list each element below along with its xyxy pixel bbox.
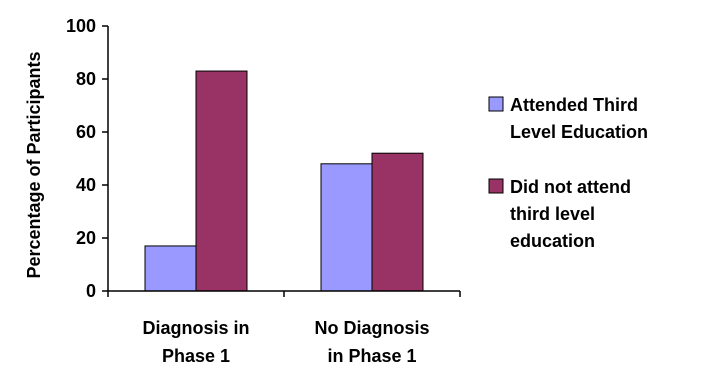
x-category-label: in Phase 1 <box>327 346 416 366</box>
x-category-label: Phase 1 <box>162 346 230 366</box>
y-tick-label: 60 <box>76 122 96 142</box>
y-tick-label: 0 <box>86 281 96 301</box>
y-tick-label: 100 <box>66 16 96 36</box>
legend-swatch-1 <box>488 178 504 194</box>
legend-swatch-0 <box>488 96 504 112</box>
legend-label-1: third level <box>510 204 595 224</box>
bar-series-1-cat-0 <box>195 70 248 292</box>
y-axis-title: Percentage of Participants <box>24 51 44 278</box>
legend-label-1: education <box>510 231 595 251</box>
bar-series-0-cat-1 <box>320 163 373 292</box>
legend-label-1: Did not attend <box>510 177 631 197</box>
legend-label-0: Level Education <box>510 122 648 142</box>
bar-series-0-cat-0 <box>144 245 197 292</box>
y-tick-label: 80 <box>76 69 96 89</box>
y-tick-label: 20 <box>76 228 96 248</box>
x-category-label: No Diagnosis <box>314 318 429 338</box>
y-tick-label: 40 <box>76 175 96 195</box>
bar-series-1-cat-1 <box>371 152 424 292</box>
x-category-label: Diagnosis in <box>142 318 249 338</box>
legend-label-0: Attended Third <box>510 95 638 115</box>
